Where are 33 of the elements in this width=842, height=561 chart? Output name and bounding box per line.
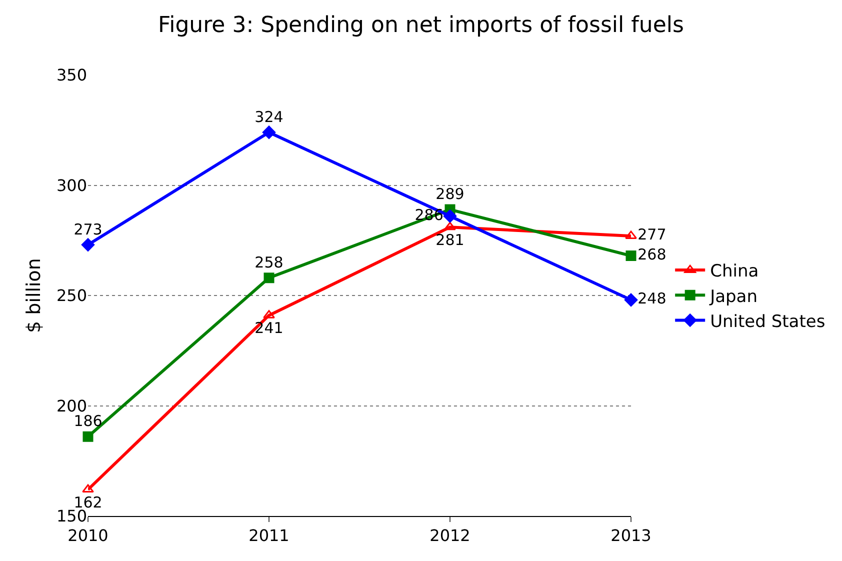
x-tick-label: 2012 xyxy=(430,526,470,546)
y-tick-label: 350 xyxy=(56,66,87,85)
data-label: 281 xyxy=(436,231,464,250)
point xyxy=(264,272,274,284)
data-label: 277 xyxy=(638,226,666,244)
y-axis-title: $ billion xyxy=(23,258,45,333)
data-label: 273 xyxy=(74,220,102,238)
point xyxy=(82,484,94,493)
data-label: 289 xyxy=(436,185,464,204)
point xyxy=(81,238,95,252)
data-label: 268 xyxy=(638,246,666,264)
data-label: 248 xyxy=(638,290,666,308)
legend-label: China xyxy=(710,262,759,282)
point xyxy=(444,222,456,230)
legend-label: United States xyxy=(710,312,826,332)
data-label: 241 xyxy=(254,319,284,338)
y-tick-label: 300 xyxy=(56,176,87,195)
point xyxy=(625,230,637,239)
x-tick-label: 2011 xyxy=(248,526,290,546)
point xyxy=(624,293,638,307)
point xyxy=(443,210,457,223)
data-label: 324 xyxy=(254,108,284,126)
x-tick-label: 2013 xyxy=(610,526,652,546)
point xyxy=(82,431,94,442)
point xyxy=(262,126,276,139)
legend-label: Japan xyxy=(709,286,758,307)
point xyxy=(626,250,636,262)
y-tick-label: 150 xyxy=(56,506,87,526)
point xyxy=(263,310,275,318)
chart-title: Figure 3: Spending on net imports of fossil fuels xyxy=(158,13,684,38)
data-label: 258 xyxy=(254,253,284,272)
y-tick-label: 250 xyxy=(56,286,87,306)
x-tick-label: 2010 xyxy=(68,526,108,546)
